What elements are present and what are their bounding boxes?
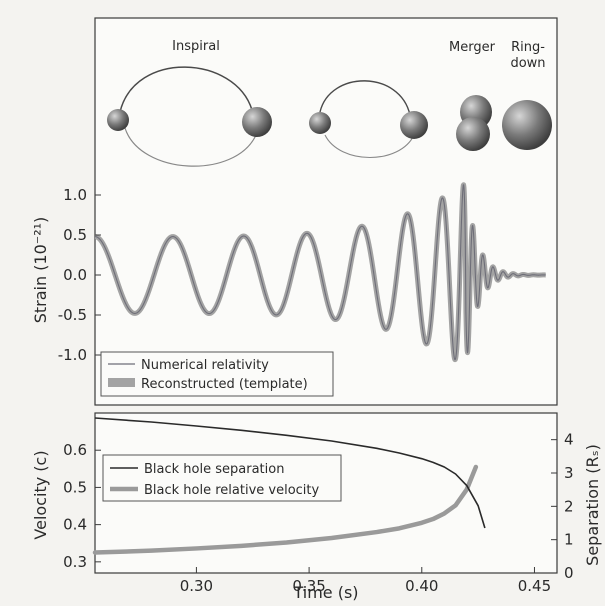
merger-lobe-lower	[456, 117, 490, 151]
strain-y-label: Strain (10⁻²¹)	[31, 217, 50, 324]
separation-y-tick-label: 1	[564, 531, 574, 549]
merger-illustration	[456, 95, 492, 151]
velocity-y-tick-label: 0.5	[63, 478, 87, 496]
legend-label-velocity: Black hole relative velocity	[144, 483, 320, 498]
orbit-arc-lower-close	[324, 134, 415, 159]
ringdown-remnant	[502, 100, 552, 150]
time-x-tick-label: 0.40	[405, 577, 438, 595]
legend-label-separation: Black hole separation	[144, 462, 284, 477]
separation-y-tick-label: 3	[564, 464, 574, 482]
black-hole-right-close	[400, 111, 428, 139]
strain-y-axis: -1.0 -0.5 0.0 0.5 1.0	[58, 186, 101, 364]
strain-y-tick-label: 0.0	[63, 266, 87, 284]
strain-y-tick-label: -0.5	[58, 306, 87, 324]
velocity-y-label: Velocity (c)	[31, 450, 50, 539]
velocity-legend: Black hole separation Black hole relativ…	[102, 454, 342, 502]
separation-y-tick-label: 4	[564, 431, 574, 449]
velocity-legend-box	[102, 454, 342, 502]
phase-label-ringdown-line1: Ring-	[511, 40, 545, 55]
strain-y-tick-label: -1.0	[58, 346, 87, 364]
phase-label-inspiral: Inspiral	[172, 39, 220, 54]
legend-swatch-template	[108, 378, 135, 387]
inspiral-illustration-wide	[107, 66, 272, 167]
strain-y-tick-label: 1.0	[63, 186, 87, 204]
strain-plot-frame	[94, 17, 558, 406]
time-x-tick-label: 0.30	[180, 577, 213, 595]
time-x-axis: 0.30 0.35 0.40 0.45	[180, 567, 551, 595]
separation-y-axis: 0 1 2 3 4	[551, 431, 574, 582]
separation-y-tick-label: 0	[564, 564, 574, 582]
series-relative-velocity	[92, 464, 479, 555]
velocity-y-tick-label: 0.3	[63, 553, 87, 571]
separation-y-label: Separation (Rₛ)	[583, 444, 602, 566]
black-hole-left	[107, 109, 129, 131]
phase-label-merger: Merger	[449, 40, 496, 55]
inspiral-illustration-close	[309, 80, 428, 159]
time-x-label: Time (s)	[292, 583, 358, 602]
velocity-y-tick-label: 0.6	[63, 441, 87, 459]
separation-y-tick-label: 2	[564, 497, 574, 515]
orbit-arc-lower	[124, 127, 257, 167]
time-x-tick-label: 0.45	[518, 577, 551, 595]
time-x-tick-label: 0.35	[292, 577, 325, 595]
black-hole-left-close	[309, 112, 331, 134]
strain-y-tick-label: 0.5	[63, 226, 87, 244]
velocity-y-axis: 0.3 0.4 0.5 0.6	[63, 441, 101, 571]
orbit-arc-upper-close	[319, 80, 411, 116]
series-separation	[94, 417, 486, 529]
velocity-separation-panel: 0.3 0.4 0.5 0.6 0 1 2 3 4 0.30 0.35 0.40 0.45 Velo…	[31, 412, 602, 602]
legend-label-numerical-relativity: Numerical relativity	[141, 358, 269, 373]
orbit-arc-upper	[119, 66, 253, 113]
phase-label-ringdown-line2: down	[510, 56, 545, 71]
black-hole-right	[242, 107, 272, 137]
velocity-y-tick-label: 0.4	[63, 516, 87, 534]
legend-label-template: Reconstructed (template)	[141, 377, 308, 392]
strain-legend: Numerical relativity Reconstructed (temp…	[100, 351, 334, 397]
strain-legend-box	[100, 351, 334, 397]
strain-panel: Inspiral Merger Ring- down	[31, 17, 558, 406]
series-numerical-relativity	[94, 184, 546, 361]
